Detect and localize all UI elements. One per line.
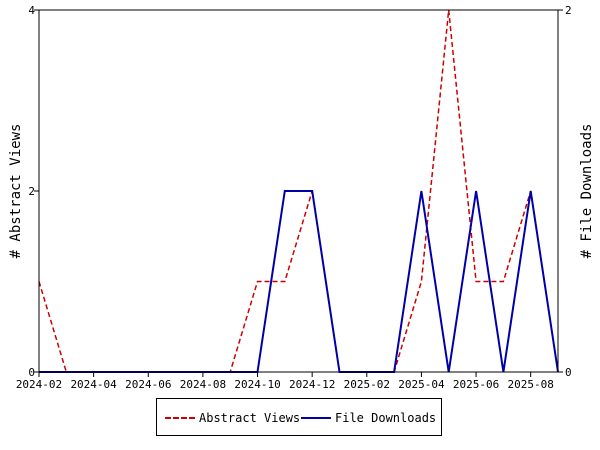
y-tick-label: 2 xyxy=(28,185,35,198)
legend-swatch-file-downloads xyxy=(301,417,331,419)
x-tick-label: 2024-10 xyxy=(234,378,280,391)
x-tick-label: 2024-12 xyxy=(289,378,335,391)
x-tick-label: 2024-02 xyxy=(16,378,62,391)
plot-area xyxy=(38,9,559,373)
y2-axis-title: # File Downloads xyxy=(579,124,595,259)
series-lines xyxy=(38,9,559,373)
x-tick-label: 2024-04 xyxy=(70,378,117,391)
x-tick-label: 2024-06 xyxy=(125,378,171,391)
x-tick-label: 2025-06 xyxy=(453,378,499,391)
legend: Abstract Views File Downloads xyxy=(156,398,442,436)
y-tick-label: 0 xyxy=(28,366,35,379)
y2-tick-label: 2 xyxy=(565,4,572,17)
x-tick-label: 2025-08 xyxy=(508,378,554,391)
legend-swatch-abstract-views xyxy=(165,417,195,419)
x-tick-label: 2025-04 xyxy=(398,378,445,391)
tick-marks xyxy=(34,9,563,377)
legend-label: Abstract Views xyxy=(199,411,301,425)
y-tick-label: 4 xyxy=(28,4,35,17)
y2-tick-label: 0 xyxy=(565,366,572,379)
x-tick-label: 2025-02 xyxy=(344,378,390,391)
x-tick-label: 2024-08 xyxy=(180,378,226,391)
tick-labels: 2024-02 2024-04 2024-06 2024-08 2024-10 2024-… xyxy=(16,4,572,391)
legend-label: File Downloads xyxy=(335,411,437,425)
y-axis-title: # Abstract Views xyxy=(8,124,24,259)
